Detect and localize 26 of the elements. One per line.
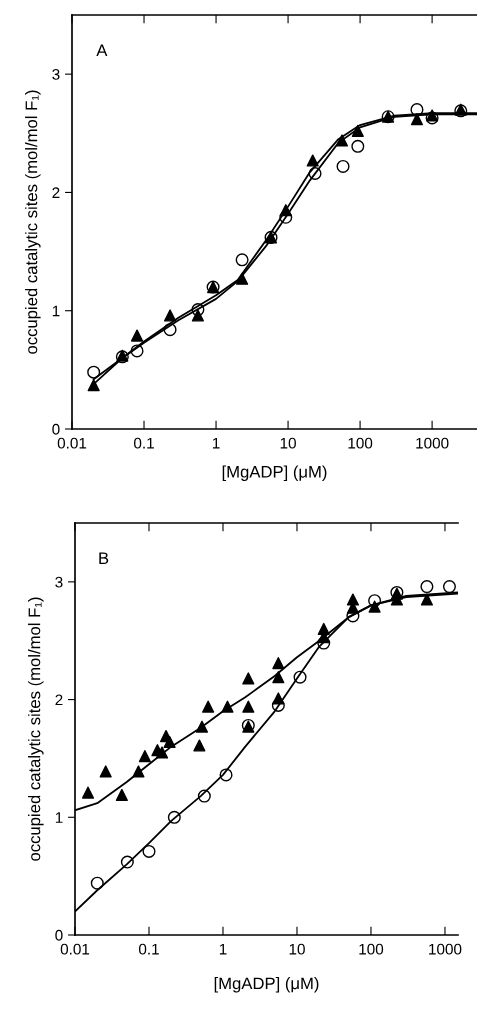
y-tick-label: 2 — [52, 187, 60, 198]
annotation: B — [99, 552, 109, 564]
x-tick-label: 0.1 — [134, 437, 154, 449]
x-tick-label: 10 — [289, 943, 305, 955]
annotation: A — [96, 44, 108, 57]
x-tick-label: 1000 — [429, 943, 462, 955]
x-axis-title: [MgADP] (μM) — [214, 977, 319, 993]
x-axis-title: [MgADP] (μM) — [222, 465, 327, 481]
y-axis-title: occupied catalytic sites (mol/mol F₁) — [28, 597, 44, 861]
x-tick-label: 0.01 — [60, 943, 90, 955]
y-axis-title: occupied catalytic sites (mol/mol F₁) — [25, 90, 41, 354]
y-tick-label: 1 — [55, 812, 63, 823]
y-tick-label: 2 — [55, 694, 63, 706]
x-tick-label: 0.01 — [57, 437, 87, 449]
x-tick-label: 100 — [359, 943, 384, 955]
y-tick-label: 0 — [55, 929, 63, 941]
x-tick-label: 0.1 — [138, 943, 159, 955]
x-tick-label: 10 — [280, 437, 296, 449]
y-tick-label: 0 — [52, 423, 60, 435]
x-tick-label: 1 — [219, 943, 227, 955]
y-tick-label: 3 — [55, 576, 63, 588]
x-tick-label: 1000 — [416, 437, 449, 449]
y-tick-label: 3 — [52, 69, 60, 80]
x-tick-label: 100 — [348, 437, 373, 449]
y-tick-label: 1 — [52, 305, 60, 317]
x-tick-label: 1 — [212, 437, 220, 449]
